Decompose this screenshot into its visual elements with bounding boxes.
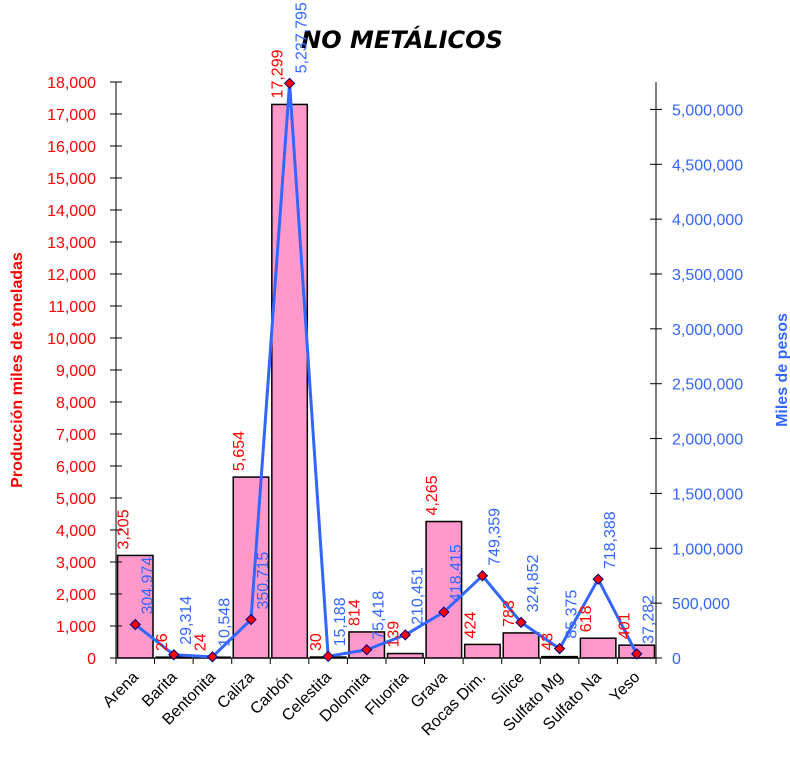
- line-label-1: 29,314: [178, 596, 195, 645]
- line-layer: [129, 77, 643, 663]
- line-series: [134, 81, 639, 659]
- line-point-9: [476, 570, 489, 582]
- tick-label-left-8: 8,000: [56, 395, 96, 412]
- line-label-4: 5,237,795: [294, 2, 311, 73]
- line-point-2: [206, 651, 219, 663]
- tick-label-right-1: 500,000: [672, 596, 730, 613]
- tick-label-left-13: 13,000: [47, 235, 96, 252]
- tick-label-right-3: 1,500,000: [672, 486, 743, 503]
- tick-label-right-5: 2,500,000: [672, 377, 743, 394]
- tick-label-left-15: 15,000: [47, 171, 96, 188]
- line-point-0: [129, 618, 141, 631]
- tick-label-right-7: 3,500,000: [672, 267, 743, 284]
- bar-label-1: 26: [154, 633, 171, 651]
- bar-label-11: 43: [540, 633, 557, 651]
- tick-label-left-2: 2,000: [56, 587, 96, 604]
- line-point-5: [322, 650, 334, 663]
- tick-label-left-1: 1,000: [56, 619, 96, 636]
- line-point-12: [592, 573, 604, 585]
- tick-label-right-9: 4,500,000: [672, 157, 743, 174]
- line-point-11: [553, 642, 566, 655]
- tick-label-left-18: 18,000: [47, 75, 96, 92]
- tick-label-right-2: 1,000,000: [672, 541, 743, 558]
- line-label-8: 418,415: [448, 544, 465, 602]
- bar-label-0: 3,205: [115, 509, 132, 549]
- line-label-2: 10,548: [216, 598, 233, 647]
- bar-label-2: 24: [192, 633, 209, 651]
- category-label-0: Arena: [100, 669, 142, 711]
- line-label-5: 15,188: [332, 597, 349, 646]
- bar-label-5: 30: [308, 633, 325, 651]
- tick-label-left-4: 4,000: [56, 523, 96, 540]
- line-point-7: [399, 629, 411, 641]
- data-labels-layer: 3,205 26 24 5,654 17,299 30 814 139 4,265 424 783 4…: [115, 2, 657, 651]
- line-point-6: [361, 644, 373, 656]
- tick-label-right-4: 2,000,000: [672, 432, 743, 449]
- line-label-13: 37,282: [641, 595, 658, 644]
- tick-label-left-10: 10,000: [47, 331, 96, 348]
- tick-label-left-11: 11,000: [48, 299, 96, 316]
- line-label-12: 718,388: [602, 511, 619, 569]
- bar-3: [232, 476, 270, 659]
- line-point-10: [515, 616, 527, 629]
- line-label-11: 85,375: [564, 590, 581, 639]
- line-label-0: 304,974: [139, 557, 156, 615]
- tick-label-left-6: 6,000: [56, 459, 96, 476]
- tick-label-left-16: 16,000: [47, 139, 96, 156]
- tick-label-left-9: 9,000: [56, 363, 96, 380]
- tick-label-right-0: 0: [672, 651, 681, 668]
- bar-label-10: 783: [501, 600, 518, 627]
- tick-label-left-14: 14,000: [47, 203, 96, 220]
- bar-10: [502, 632, 540, 659]
- bar-label-4: 17,299: [270, 49, 287, 98]
- tick-label-left-3: 3,000: [56, 555, 96, 572]
- tick-label-right-6: 3,000,000: [672, 322, 743, 339]
- bar-label-7: 139: [385, 621, 402, 648]
- bars-layer: [116, 103, 656, 659]
- tick-label-left-12: 12,000: [47, 267, 96, 284]
- y-axis-right-label: Miles de pesos: [774, 313, 790, 427]
- line-label-10: 324,852: [525, 554, 542, 612]
- tick-label-left-0: 0: [87, 651, 96, 668]
- bar-label-13: 401: [617, 612, 634, 639]
- bar-4: [271, 103, 309, 659]
- bar-label-6: 814: [347, 599, 364, 626]
- y-axis-left-label: Producción miles de toneladas: [9, 252, 26, 488]
- tick-label-right-8: 4,000,000: [672, 212, 743, 229]
- tick-label-left-17: 17,000: [47, 107, 96, 124]
- tick-label-right-10: 5,000,000: [672, 102, 743, 119]
- line-point-4: [283, 77, 296, 90]
- bar-label-12: 618: [578, 605, 595, 632]
- line-point-3: [245, 613, 257, 626]
- line-label-3: 350,715: [255, 552, 272, 610]
- line-point-13: [631, 648, 643, 660]
- line-label-7: 210,451: [409, 567, 426, 625]
- bar-9: [463, 643, 501, 659]
- line-point-8: [438, 606, 450, 618]
- line-point-1: [168, 649, 180, 661]
- category-label-7: Fluorita: [362, 669, 412, 719]
- bar-0: [116, 554, 154, 659]
- tick-label-left-7: 7,000: [56, 427, 96, 444]
- bar-label-9: 424: [462, 612, 479, 639]
- bar-label-3: 5,654: [231, 431, 248, 471]
- tick-label-left-5: 5,000: [56, 491, 96, 508]
- bar-8: [425, 520, 463, 659]
- chart-title: NO METÁLICOS: [301, 25, 503, 54]
- category-label-13: Yeso: [607, 669, 644, 706]
- bar-12: [579, 637, 617, 659]
- bar-7: [386, 652, 424, 659]
- bar-label-8: 4,265: [424, 475, 441, 515]
- line-label-6: 75,418: [371, 591, 388, 640]
- line-label-9: 749,359: [486, 508, 503, 566]
